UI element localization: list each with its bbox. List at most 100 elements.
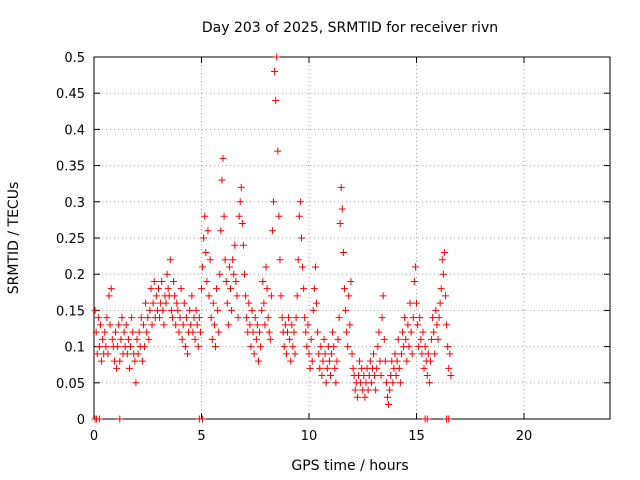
data-point xyxy=(322,379,330,387)
data-point xyxy=(137,314,145,322)
data-point xyxy=(442,292,450,300)
data-point xyxy=(267,292,275,300)
data-point xyxy=(237,183,245,191)
data-point xyxy=(156,314,164,322)
data-point xyxy=(311,263,319,271)
data-point xyxy=(306,364,314,372)
data-point xyxy=(315,350,323,358)
data-point xyxy=(444,343,452,351)
data-point xyxy=(218,176,226,184)
data-point xyxy=(292,314,300,322)
data-point xyxy=(221,256,229,264)
data-point xyxy=(144,314,152,322)
data-point xyxy=(426,357,434,365)
data-point xyxy=(103,314,111,322)
data-point xyxy=(117,335,125,343)
data-point xyxy=(402,335,410,343)
chart-title: Day 203 of 2025, SRMTID for receiver riv… xyxy=(202,20,498,36)
data-point xyxy=(189,328,197,336)
data-point xyxy=(290,328,298,336)
data-point xyxy=(429,314,437,322)
data-point xyxy=(120,328,128,336)
data-point xyxy=(333,357,341,365)
data-point xyxy=(329,328,337,336)
data-point xyxy=(308,357,316,365)
data-point xyxy=(176,314,184,322)
data-point xyxy=(264,314,272,322)
data-point xyxy=(425,379,433,387)
data-point xyxy=(235,212,243,220)
grid-lines xyxy=(94,57,610,419)
data-point xyxy=(285,314,293,322)
data-point xyxy=(211,343,219,351)
data-point xyxy=(408,350,416,358)
data-point xyxy=(122,321,130,329)
data-point xyxy=(179,321,187,329)
x-tick-label: 10 xyxy=(301,429,318,444)
data-point xyxy=(367,379,375,387)
data-point xyxy=(399,328,407,336)
y-tick-label: 0.3 xyxy=(64,196,85,211)
data-point xyxy=(223,299,231,307)
data-point xyxy=(148,321,156,329)
data-point xyxy=(245,299,253,307)
data-point xyxy=(106,321,114,329)
y-tick-label: 0.25 xyxy=(56,232,85,247)
data-point xyxy=(396,379,404,387)
data-point xyxy=(328,350,336,358)
data-point xyxy=(249,328,257,336)
data-point xyxy=(209,299,217,307)
data-point xyxy=(334,335,342,343)
data-point xyxy=(268,227,276,235)
data-point xyxy=(447,372,455,380)
data-point xyxy=(316,364,324,372)
data-point xyxy=(208,335,216,343)
data-point xyxy=(257,343,265,351)
data-point xyxy=(246,321,254,329)
data-point xyxy=(227,285,235,293)
data-point xyxy=(434,335,442,343)
data-point xyxy=(296,198,304,206)
data-point xyxy=(159,306,167,314)
data-point xyxy=(214,306,222,314)
data-point xyxy=(94,314,102,322)
data-point xyxy=(443,321,451,329)
data-point xyxy=(361,393,369,401)
data-point xyxy=(366,357,374,365)
data-point xyxy=(168,314,176,322)
data-point xyxy=(108,335,116,343)
data-point xyxy=(310,285,318,293)
data-point xyxy=(410,277,418,285)
data-point xyxy=(107,285,115,293)
data-point xyxy=(231,241,239,249)
data-point xyxy=(300,285,308,293)
y-tick-label: 0.2 xyxy=(64,268,85,283)
data-point xyxy=(128,314,136,322)
x-tick-label: 20 xyxy=(516,429,533,444)
data-point xyxy=(236,198,244,206)
data-point xyxy=(233,292,241,300)
data-point xyxy=(206,256,214,264)
data-point xyxy=(276,256,284,264)
data-point xyxy=(167,306,175,314)
data-point xyxy=(307,335,315,343)
data-point xyxy=(382,379,390,387)
data-point xyxy=(198,285,205,293)
data-point xyxy=(200,234,208,242)
data-point xyxy=(131,357,139,365)
data-point xyxy=(134,350,142,358)
data-point xyxy=(407,328,415,336)
data-point xyxy=(243,314,251,322)
data-point xyxy=(351,386,359,394)
data-point xyxy=(160,321,168,329)
data-point xyxy=(175,328,183,336)
data-point xyxy=(178,335,186,343)
data-point xyxy=(217,227,225,235)
data-point xyxy=(220,212,228,220)
data-point xyxy=(91,306,99,314)
data-point xyxy=(271,67,279,75)
data-point xyxy=(192,306,200,314)
data-point xyxy=(252,335,260,343)
data-point xyxy=(146,306,154,314)
data-point xyxy=(149,299,157,307)
